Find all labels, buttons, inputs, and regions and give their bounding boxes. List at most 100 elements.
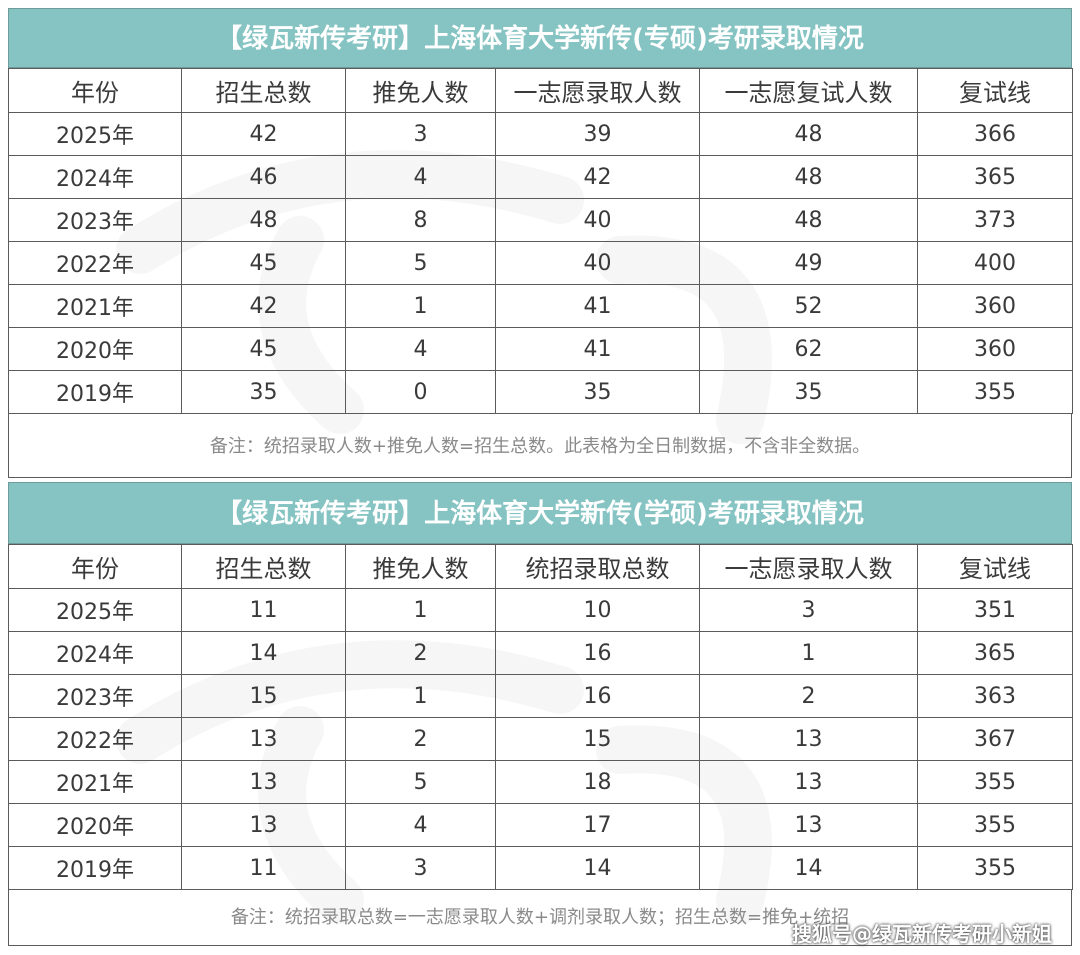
table-row: 2024年 46 4 42 48 365 xyxy=(8,155,1073,199)
column-header: 招生总数 xyxy=(181,544,346,589)
table-row: 2020年 45 4 41 62 360 xyxy=(8,327,1073,371)
table-row: 2019年 35 0 35 35 355 xyxy=(8,370,1073,414)
table-cell: 2019年 xyxy=(8,846,182,890)
source-credit: 搜狐号@绿瓦新传考研小新姐 xyxy=(792,922,1052,946)
table-cell: 14 xyxy=(181,631,346,675)
table-cell: 13 xyxy=(699,717,918,761)
table-cell: 365 xyxy=(917,155,1073,199)
table-cell: 366 xyxy=(917,112,1073,156)
column-header: 招生总数 xyxy=(181,68,346,113)
table-cell: 48 xyxy=(699,155,918,199)
table-cell: 42 xyxy=(181,112,346,156)
table-cell: 367 xyxy=(917,717,1073,761)
table-cell: 15 xyxy=(495,717,700,761)
table-section-professional: 【绿瓦新传考研】上海体育大学新传(专硕)考研录取情况 年份 招生总数 推免人数 一志愿… xyxy=(8,8,1073,478)
table-cell: 2 xyxy=(345,717,496,761)
table-row: 2025年 42 3 39 48 366 xyxy=(8,112,1073,156)
table-cell: 4 xyxy=(345,327,496,371)
table-cell: 2025年 xyxy=(8,588,182,632)
table-cell: 10 xyxy=(495,588,700,632)
table-cell: 3 xyxy=(699,588,918,632)
header-row: 年份 招生总数 推免人数 一志愿录取人数 一志愿复试人数 复试线 xyxy=(8,68,1073,113)
table-cell: 351 xyxy=(917,588,1073,632)
table-cell: 45 xyxy=(181,327,346,371)
table-cell: 49 xyxy=(699,241,918,285)
table-cell: 13 xyxy=(181,803,346,847)
table-cell: 48 xyxy=(699,198,918,242)
table-cell: 355 xyxy=(917,846,1073,890)
table-cell: 360 xyxy=(917,327,1073,371)
table-cell: 16 xyxy=(495,674,700,718)
table-title: 【绿瓦新传考研】上海体育大学新传(专硕)考研录取情况 xyxy=(8,8,1072,68)
table-cell: 62 xyxy=(699,327,918,371)
table-cell: 8 xyxy=(345,198,496,242)
table-note: 备注：统招录取总数=一志愿录取人数+调剂录取人数；招生总数=推免+统招 xyxy=(8,890,1072,946)
table-cell: 11 xyxy=(181,846,346,890)
table-cell: 2025年 xyxy=(8,112,182,156)
table-cell: 2022年 xyxy=(8,241,182,285)
table-cell: 1 xyxy=(345,284,496,328)
table-row: 2025年 11 1 10 3 351 xyxy=(8,588,1073,632)
table-cell: 355 xyxy=(917,370,1073,414)
table-cell: 17 xyxy=(495,803,700,847)
table-note: 备注：统招录取人数+推免人数=招生总数。此表格为全日制数据，不含非全数据。 xyxy=(8,414,1072,478)
column-header: 推免人数 xyxy=(345,68,496,113)
table-cell: 5 xyxy=(345,241,496,285)
table-cell: 360 xyxy=(917,284,1073,328)
table-cell: 365 xyxy=(917,631,1073,675)
table-row: 2021年 42 1 41 52 360 xyxy=(8,284,1073,328)
table-cell: 35 xyxy=(699,370,918,414)
column-header: 年份 xyxy=(8,68,182,113)
table-cell: 3 xyxy=(345,112,496,156)
table-cell: 11 xyxy=(181,588,346,632)
table-row: 2023年 15 1 16 2 363 xyxy=(8,674,1073,718)
table-row: 2022年 45 5 40 49 400 xyxy=(8,241,1073,285)
table-cell: 2021年 xyxy=(8,284,182,328)
table-cell: 48 xyxy=(699,112,918,156)
table-cell: 42 xyxy=(181,284,346,328)
table-cell: 41 xyxy=(495,327,700,371)
table-cell: 2021年 xyxy=(8,760,182,804)
table-cell: 40 xyxy=(495,198,700,242)
table-cell: 14 xyxy=(495,846,700,890)
table-cell: 355 xyxy=(917,760,1073,804)
header-row: 年份 招生总数 推免人数 统招录取总数 一志愿录取人数 复试线 xyxy=(8,544,1073,589)
table-cell: 1 xyxy=(345,674,496,718)
table-cell: 2 xyxy=(345,631,496,675)
table-cell: 373 xyxy=(917,198,1073,242)
table-cell: 2019年 xyxy=(8,370,182,414)
table-cell: 13 xyxy=(181,717,346,761)
table-cell: 5 xyxy=(345,760,496,804)
table-cell: 2 xyxy=(699,674,918,718)
table-cell: 2020年 xyxy=(8,327,182,371)
table-row: 2020年 13 4 17 13 355 xyxy=(8,803,1073,847)
table-row: 2019年 11 3 14 14 355 xyxy=(8,846,1073,890)
column-header: 一志愿录取人数 xyxy=(495,68,700,113)
table-cell: 2023年 xyxy=(8,674,182,718)
table-cell: 400 xyxy=(917,241,1073,285)
table-cell: 355 xyxy=(917,803,1073,847)
column-header: 一志愿复试人数 xyxy=(699,68,918,113)
column-header: 一志愿录取人数 xyxy=(699,544,918,589)
table-cell: 4 xyxy=(345,155,496,199)
table-section-academic: 【绿瓦新传考研】上海体育大学新传(学硕)考研录取情况 年份 招生总数 推免人数 统招录… xyxy=(8,482,1073,946)
table-row: 2023年 48 8 40 48 373 xyxy=(8,198,1073,242)
column-header: 复试线 xyxy=(917,544,1073,589)
table-cell: 41 xyxy=(495,284,700,328)
column-header: 推免人数 xyxy=(345,544,496,589)
table-title: 【绿瓦新传考研】上海体育大学新传(学硕)考研录取情况 xyxy=(8,482,1072,544)
table-cell: 39 xyxy=(495,112,700,156)
table-cell: 42 xyxy=(495,155,700,199)
column-header: 统招录取总数 xyxy=(495,544,700,589)
table-cell: 48 xyxy=(181,198,346,242)
table-cell: 1 xyxy=(699,631,918,675)
table-cell: 4 xyxy=(345,803,496,847)
table-cell: 2023年 xyxy=(8,198,182,242)
table-cell: 13 xyxy=(699,760,918,804)
table-cell: 2024年 xyxy=(8,631,182,675)
table-cell: 45 xyxy=(181,241,346,285)
table-cell: 13 xyxy=(699,803,918,847)
table-row: 2021年 13 5 18 13 355 xyxy=(8,760,1073,804)
table-cell: 46 xyxy=(181,155,346,199)
table-row: 2022年 13 2 15 13 367 xyxy=(8,717,1073,761)
